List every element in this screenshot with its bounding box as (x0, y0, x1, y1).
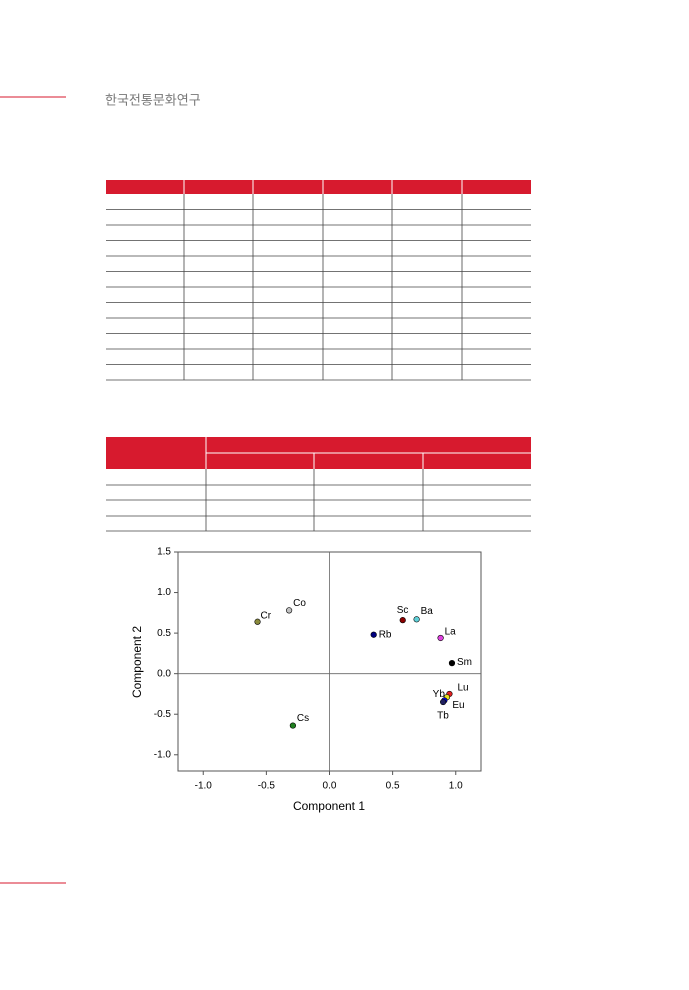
point-label: Cr (261, 610, 272, 621)
x-tick-label: 1.0 (449, 781, 463, 792)
point-label: Rb (379, 629, 392, 640)
point-label: Sm (457, 657, 472, 668)
x-axis-title: Component 1 (293, 799, 365, 813)
x-tick-label: 0.0 (323, 781, 337, 792)
point (370, 631, 377, 638)
y-tick-label: 1.5 (157, 547, 171, 558)
y-tick-label: 0.0 (157, 668, 171, 679)
x-tick-label: -0.5 (258, 781, 276, 792)
point-label: Yb (433, 689, 446, 700)
point-label: Tb (437, 711, 449, 722)
point (413, 616, 420, 623)
y-tick-label: 1.0 (157, 587, 171, 598)
y-tick-label: -1.0 (154, 749, 172, 760)
scatter-plot: Component 1 Component 2 -1.0 -0.5 0.0 0.5 1.… (130, 547, 482, 813)
table-header (106, 180, 531, 194)
point (254, 618, 261, 625)
point-label: Ba (421, 606, 434, 617)
point-label: La (445, 627, 457, 638)
x-tick-label: 0.5 (386, 781, 400, 792)
point-label: Cs (297, 713, 309, 724)
point-label: Lu (457, 683, 468, 694)
y-tick-label: 0.5 (157, 628, 171, 639)
point (399, 617, 406, 624)
point (289, 722, 296, 729)
point (286, 607, 293, 614)
point (448, 660, 456, 667)
point-label: Co (293, 598, 306, 609)
point (440, 698, 447, 706)
point (437, 634, 444, 642)
header-title: 한국전통문화연구 (105, 92, 201, 107)
tables (106, 180, 531, 532)
point-label: Eu (452, 700, 464, 711)
y-axis-title: Component 2 (130, 626, 144, 698)
point-label: Sc (397, 605, 409, 616)
x-tick-label: -1.0 (195, 781, 213, 792)
y-tick-label: -0.5 (154, 709, 172, 720)
